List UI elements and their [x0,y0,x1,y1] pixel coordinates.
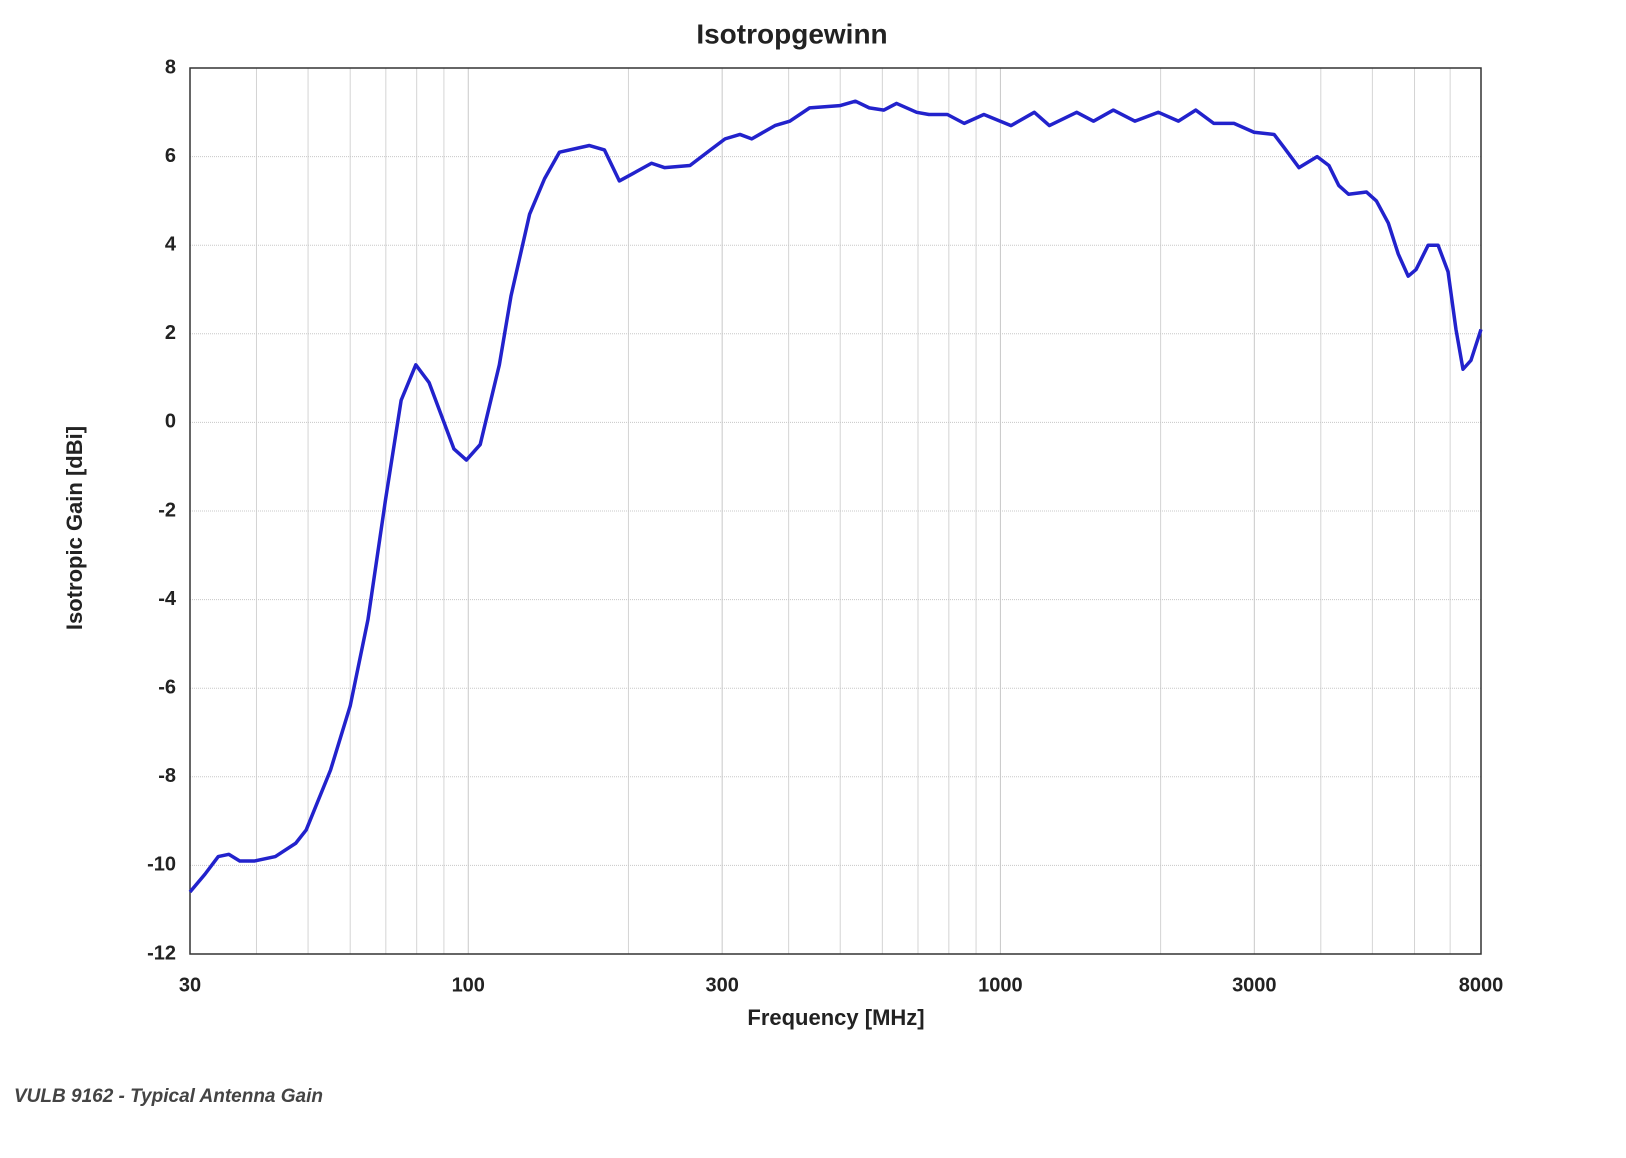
caption: VULB 9162 - Typical Antenna Gain [14,1086,324,1107]
y-tick-label: 8 [165,56,176,78]
y-tick-label: -6 [158,676,176,698]
y-axis-label: Isotropic Gain [dBi] [62,426,87,630]
chart: Isotropgewinn Frequency [MHz] Isotropic … [62,18,1504,1030]
x-tick-label: 300 [705,974,738,996]
y-tick-label: -10 [147,854,176,876]
y-tick-label: -2 [158,499,176,521]
y-tick-label: 2 [165,322,176,344]
y-tick-label: -12 [147,942,176,964]
line [188,99,1483,894]
plot-frame [189,67,1482,955]
x-tick-label: 8000 [1459,974,1504,996]
x-tick-label: 1000 [978,974,1023,996]
chart-title: Isotropgewinn [696,18,887,49]
y-tick-label: 0 [165,411,176,433]
y-tick-label: -8 [158,765,176,787]
y-tick-label: 6 [165,145,176,167]
x-tick-label: 3000 [1232,974,1277,996]
y-tick-label: -4 [158,588,177,610]
x-axis-label: Frequency [MHz] [747,1005,924,1030]
y-tick-label: 4 [165,233,177,255]
x-tick-label: 100 [452,974,485,996]
x-tick-label: 30 [179,974,201,996]
